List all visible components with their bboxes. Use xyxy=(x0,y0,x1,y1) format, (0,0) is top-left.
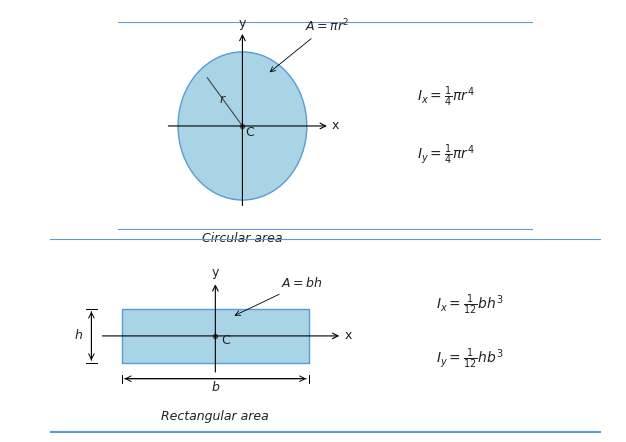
Text: r: r xyxy=(220,93,225,106)
Text: $A = \pi r^2$: $A = \pi r^2$ xyxy=(270,18,349,72)
Text: $I_x = \frac{1}{12}bh^3$: $I_x = \frac{1}{12}bh^3$ xyxy=(436,293,503,317)
Text: $I_x = \frac{1}{4}\pi r^4$: $I_x = \frac{1}{4}\pi r^4$ xyxy=(417,85,475,109)
Text: x: x xyxy=(332,119,339,133)
Text: h: h xyxy=(75,329,83,343)
Text: $A = bh$: $A = bh$ xyxy=(235,276,323,316)
Text: C: C xyxy=(221,335,230,347)
Text: $I_y = \frac{1}{4}\pi r^4$: $I_y = \frac{1}{4}\pi r^4$ xyxy=(417,143,475,167)
Text: C: C xyxy=(246,126,255,139)
Text: Circular area: Circular area xyxy=(202,232,283,245)
FancyBboxPatch shape xyxy=(121,309,309,363)
Text: y: y xyxy=(239,17,246,30)
Text: Rectangular area: Rectangular area xyxy=(162,410,269,423)
Text: b: b xyxy=(212,381,219,394)
Text: $I_y = \frac{1}{12}hb^3$: $I_y = \frac{1}{12}hb^3$ xyxy=(436,347,503,371)
Ellipse shape xyxy=(178,52,307,200)
Text: y: y xyxy=(212,266,219,278)
Text: x: x xyxy=(345,329,352,343)
